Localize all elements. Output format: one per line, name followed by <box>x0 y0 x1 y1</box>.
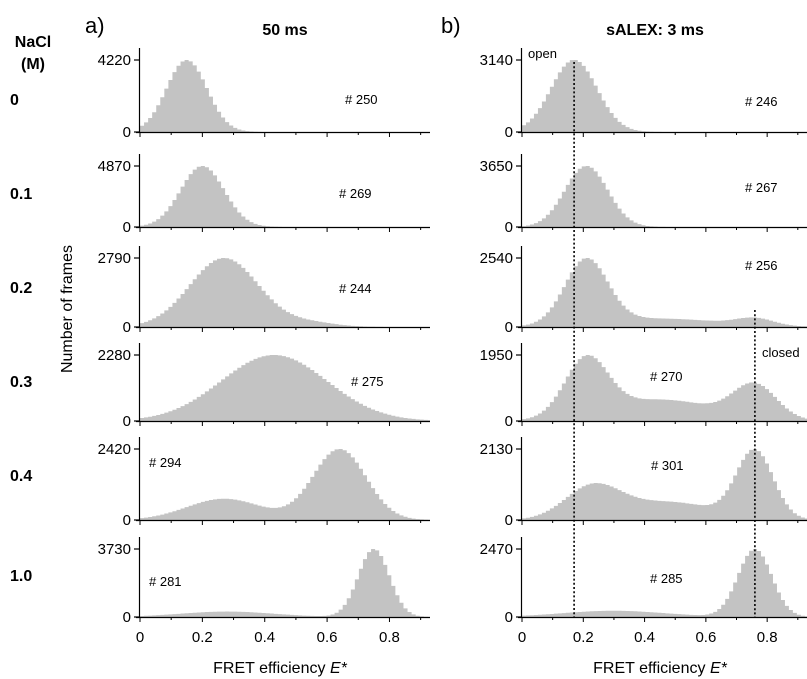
x-tick-label: 0.4 <box>634 629 655 646</box>
y-axis-label: Number of frames <box>59 245 76 373</box>
frame-count-label: # 246 <box>745 94 778 109</box>
frame-count-label: # 275 <box>351 374 384 389</box>
panel-b-title: sALEX: 3 ms <box>606 22 704 39</box>
y-tick-label-max: 2280 <box>98 347 131 364</box>
histogram-a-row-0.4: 2420 0 # 294 <box>98 437 430 529</box>
y-tick-label-max: 2420 <box>98 441 131 458</box>
x-tick-label: 0 <box>136 629 144 646</box>
x-axis-label-a: FRET efficiency E* <box>213 660 347 677</box>
y-tick-label-zero: 0 <box>123 319 131 336</box>
x-axis-label-a-text: FRET efficiency <box>213 660 325 677</box>
histogram-a-row-0.1: 4870 0 # 269 <box>98 154 430 236</box>
x-axis-label-b: FRET efficiency E* <box>593 660 727 677</box>
x-tick-label: 0.8 <box>379 629 400 646</box>
x-tick-label: 0.2 <box>573 629 594 646</box>
frame-count-label: # 294 <box>149 455 182 470</box>
y-tick-label-max: 3140 <box>480 52 513 69</box>
frame-count-label: # 267 <box>745 180 778 195</box>
histogram-bars <box>522 449 807 520</box>
x-tick-label: 0.6 <box>695 629 716 646</box>
y-tick-label-max: 2130 <box>480 441 513 458</box>
frame-count-label: # 270 <box>650 369 683 384</box>
histogram-bars <box>522 258 807 327</box>
y-tick-label-zero: 0 <box>505 512 513 529</box>
closed-label: closed <box>762 345 800 360</box>
row-label-0.2: 0.2 <box>10 280 32 297</box>
histogram-bars <box>522 355 807 421</box>
histogram-bars <box>140 355 430 421</box>
histogram-b-row-0.1: 3650 0 # 267 <box>480 154 807 236</box>
histogram-bars <box>140 60 430 132</box>
frame-count-label: # 244 <box>339 281 372 296</box>
row-label-0: 0 <box>10 92 19 109</box>
panel-b-letter: b) <box>441 13 461 38</box>
y-tick-label-zero: 0 <box>505 124 513 141</box>
open-label: open <box>528 46 557 61</box>
salt-row-labels: 0 0.1 0.2 0.3 0.4 1.0 <box>10 92 32 585</box>
y-tick-label-max: 2470 <box>480 541 513 558</box>
row-label-1.0: 1.0 <box>10 568 32 585</box>
y-tick-label-zero: 0 <box>505 319 513 336</box>
panel-a-letter: a) <box>85 13 105 38</box>
y-tick-label-max: 3730 <box>98 541 131 558</box>
x-axis-label-a-var: E* <box>330 660 348 677</box>
y-tick-label-zero: 0 <box>505 609 513 626</box>
histogram-b-row-0.2: 2540 0 # 256 <box>480 246 807 336</box>
row-label-0.1: 0.1 <box>10 186 32 203</box>
y-tick-label-zero: 0 <box>505 413 513 430</box>
histogram-bars <box>140 549 430 617</box>
histogram-b-row-1.0: 2470 0 # 285 <box>480 537 807 626</box>
histogram-a-row-1.0: 3730 0 # 281 <box>98 537 430 626</box>
panel-a: 4220 0 # 250 4870 0 # 269 2790 0 # 244 2280 0 # 275… <box>98 48 430 646</box>
y-tick-label-zero: 0 <box>505 219 513 236</box>
x-tick-label: 0.6 <box>317 629 338 646</box>
histogram-a-row-0.2: 2790 0 # 244 <box>98 246 430 336</box>
y-tick-label-max: 3650 <box>480 158 513 175</box>
histogram-b-row-0.3: 1950 0 # 270 <box>480 343 807 430</box>
y-tick-label-zero: 0 <box>123 219 131 236</box>
histogram-b-row-0: 3140 0 # 246 <box>480 48 807 141</box>
x-tick-label: 0.2 <box>192 629 213 646</box>
x-axis-label-b-text: FRET efficiency <box>593 660 705 677</box>
frame-count-label: # 256 <box>745 258 778 273</box>
histogram-a-row-0: 4220 0 # 250 <box>98 48 430 141</box>
y-tick-label-zero: 0 <box>123 512 131 529</box>
panel-b: 3140 0 # 246 3650 0 # 267 2540 0 # 256 1950 0 # 270… <box>480 48 807 646</box>
histogram-bars <box>522 549 807 617</box>
x-tick-label: 0.4 <box>254 629 275 646</box>
y-tick-label-max: 4870 <box>98 158 131 175</box>
histogram-bars <box>140 258 430 327</box>
frame-count-label: # 250 <box>345 92 378 107</box>
y-tick-label-max: 2790 <box>98 250 131 267</box>
y-tick-label-max: 2540 <box>480 250 513 267</box>
histogram-bars <box>522 166 807 227</box>
x-tick-label: 0.8 <box>757 629 778 646</box>
histogram-bars <box>140 449 430 520</box>
y-tick-label-zero: 0 <box>123 124 131 141</box>
frame-count-label: # 301 <box>651 458 684 473</box>
panel-a-title: 50 ms <box>262 22 307 39</box>
frame-count-label: # 281 <box>149 574 182 589</box>
y-tick-label-zero: 0 <box>123 609 131 626</box>
x-tick-label: 0 <box>518 629 526 646</box>
histogram-a-row-0.3: 2280 0 # 275 <box>98 343 430 430</box>
histogram-bars <box>140 166 430 227</box>
frame-count-label: # 269 <box>339 186 372 201</box>
salt-unit: (M) <box>21 56 45 73</box>
histogram-bars <box>522 60 807 132</box>
row-label-0.3: 0.3 <box>10 374 32 391</box>
y-tick-label-max: 1950 <box>480 347 513 364</box>
y-tick-label-zero: 0 <box>123 413 131 430</box>
x-axis-label-b-var: E* <box>710 660 728 677</box>
row-label-0.4: 0.4 <box>10 468 32 485</box>
y-tick-label-max: 4220 <box>98 52 131 69</box>
frame-count-label: # 285 <box>650 571 683 586</box>
histogram-b-row-0.4: 2130 0 # 301 <box>480 437 807 529</box>
salt-heading: NaCl <box>15 34 51 51</box>
